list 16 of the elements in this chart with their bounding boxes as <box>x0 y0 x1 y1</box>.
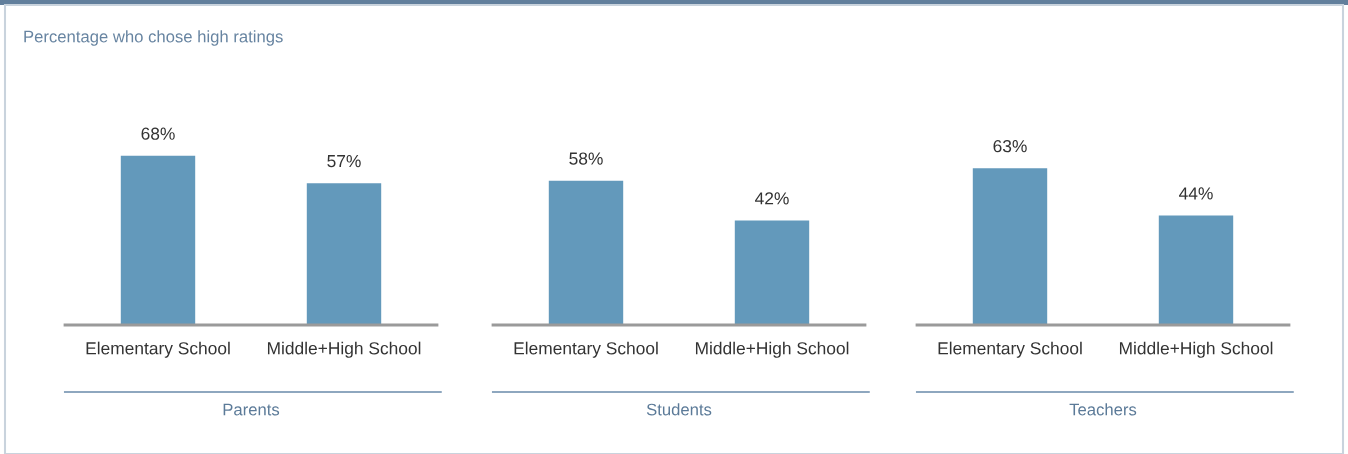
x-axis-title: Teachers <box>1069 403 1137 416</box>
x-tick-label: Elementary School <box>86 341 230 358</box>
x-tick-label: Middle+High School <box>267 341 421 358</box>
x-axis-title: Parents <box>223 403 280 416</box>
x-tick-label: Elementary School <box>938 341 1082 358</box>
data-label: 57% <box>327 155 361 168</box>
data-label: 58% <box>569 152 603 165</box>
x-tick-label: Middle+High School <box>695 341 849 358</box>
x-axis-title: Students <box>646 403 712 416</box>
data-label: 42% <box>755 192 789 205</box>
data-label: 63% <box>993 139 1027 153</box>
chart-title: Percentage who chose high ratings <box>24 30 283 46</box>
x-tick-label: Middle+High School <box>1119 341 1273 358</box>
data-label: 44% <box>1179 187 1213 200</box>
data-label: 68% <box>141 127 175 140</box>
x-tick-label: Elementary School <box>514 341 658 358</box>
